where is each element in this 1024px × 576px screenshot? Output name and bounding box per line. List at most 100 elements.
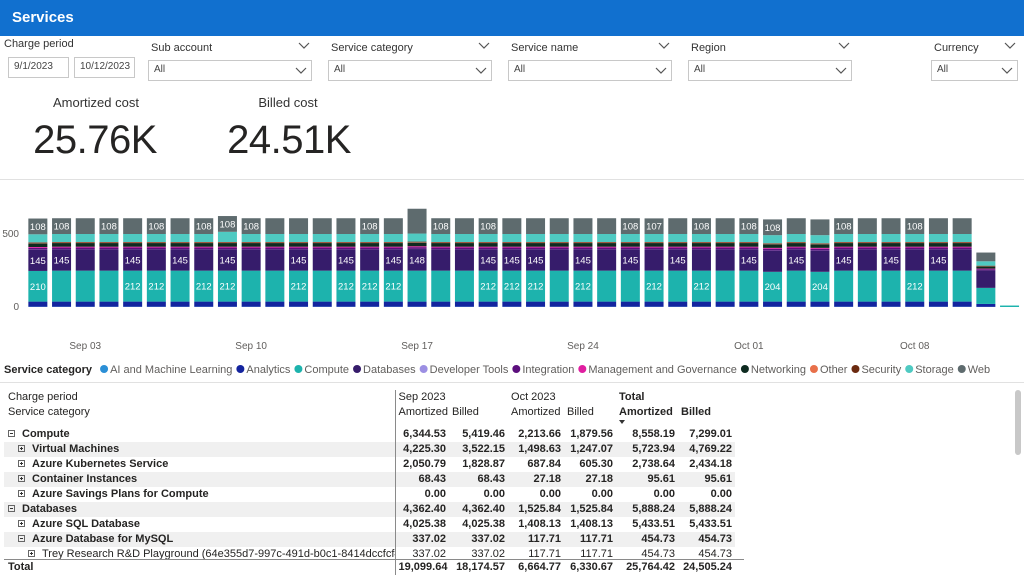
total-value: 6,664.77 bbox=[508, 560, 564, 575]
bar-segment bbox=[52, 271, 71, 302]
expand-toggle[interactable] bbox=[18, 475, 25, 482]
page-title: Services bbox=[12, 9, 74, 26]
expand-toggle[interactable] bbox=[8, 505, 15, 512]
legend-title: Service category bbox=[4, 364, 93, 376]
expand-toggle[interactable] bbox=[18, 460, 25, 467]
bar-segment bbox=[218, 248, 237, 250]
cell-value: 1,828.87 bbox=[449, 457, 508, 472]
dropdown[interactable]: All bbox=[508, 60, 672, 81]
dropdown[interactable]: All bbox=[688, 60, 852, 81]
data-label: 145 bbox=[622, 256, 638, 267]
row-header: Virtual Machines bbox=[4, 442, 395, 457]
bar-segment bbox=[502, 243, 521, 247]
bar-segment bbox=[858, 234, 877, 242]
date-input[interactable]: 10/12/2023 bbox=[74, 57, 135, 78]
bar-segment bbox=[76, 247, 95, 248]
bar-segment bbox=[289, 302, 308, 307]
bar-segment bbox=[858, 248, 877, 250]
data-label: 145 bbox=[172, 256, 188, 267]
bar-segment bbox=[573, 234, 592, 242]
bar-segment bbox=[787, 302, 806, 307]
bar-segment bbox=[526, 247, 545, 248]
data-label: 212 bbox=[385, 282, 401, 293]
matrix-row: Azure Kubernetes Service2,050.791,828.87… bbox=[4, 457, 735, 472]
expand-toggle[interactable] bbox=[28, 550, 35, 557]
bar-segment bbox=[716, 247, 735, 248]
chevron bbox=[1002, 68, 1012, 73]
measure-header: Amortized bbox=[616, 405, 678, 427]
bar-segment bbox=[218, 242, 237, 243]
bar-segment bbox=[194, 234, 213, 242]
row-header: Azure SQL Database bbox=[4, 517, 395, 532]
data-label: 108 bbox=[622, 222, 638, 233]
legend-marker bbox=[236, 365, 244, 373]
bar-segment bbox=[360, 249, 379, 270]
expand-toggle[interactable] bbox=[18, 535, 25, 542]
bar-segment bbox=[550, 302, 569, 307]
cell-value: 0.00 bbox=[564, 487, 616, 502]
bar-segment bbox=[479, 247, 498, 248]
bar-segment bbox=[171, 243, 190, 247]
chevron bbox=[1005, 43, 1015, 48]
bar-segment bbox=[621, 242, 640, 243]
data-label: 212 bbox=[575, 282, 591, 293]
matrix-row: Container Instances68.4368.4327.1827.189… bbox=[4, 472, 735, 487]
bar-segment bbox=[716, 242, 735, 243]
expand-toggle[interactable] bbox=[18, 445, 25, 452]
dropdown-value: All bbox=[694, 64, 705, 75]
bar-segment bbox=[976, 269, 995, 270]
bar-segment bbox=[171, 302, 190, 307]
bar-segment bbox=[502, 247, 521, 248]
cell-value: 27.18 bbox=[508, 472, 564, 487]
legend-marker bbox=[353, 365, 361, 373]
bar-segment bbox=[621, 243, 640, 247]
data-label: 212 bbox=[196, 282, 212, 293]
bar-segment bbox=[384, 234, 403, 242]
expand-toggle[interactable] bbox=[18, 490, 25, 497]
bar-segment bbox=[810, 249, 829, 251]
bar-segment bbox=[455, 249, 474, 270]
bar-segment bbox=[408, 302, 427, 307]
bar-segment bbox=[123, 248, 142, 250]
bar-segment bbox=[431, 249, 450, 270]
bar-segment bbox=[976, 304, 995, 307]
bar-segment bbox=[621, 271, 640, 302]
bar-segment bbox=[123, 234, 142, 242]
bar-segment bbox=[858, 249, 877, 270]
bar-segment bbox=[621, 247, 640, 248]
date-input[interactable]: 9/1/2023 bbox=[8, 57, 69, 78]
data-label: 145 bbox=[528, 256, 544, 267]
bar-segment bbox=[431, 234, 450, 242]
corner-header: Charge period bbox=[4, 390, 395, 405]
scrollbar[interactable] bbox=[1015, 390, 1021, 455]
bar-segment bbox=[573, 247, 592, 248]
bar-segment bbox=[787, 243, 806, 247]
expand-toggle[interactable] bbox=[8, 430, 15, 437]
bar-segment bbox=[265, 243, 284, 247]
bar-segment bbox=[52, 247, 71, 248]
cell-value: 0.00 bbox=[678, 487, 735, 502]
bar-segment bbox=[739, 271, 758, 302]
dropdown[interactable]: All bbox=[328, 60, 492, 81]
bar-segment bbox=[953, 243, 972, 247]
legend-label: Developer Tools bbox=[430, 364, 509, 376]
bar-segment bbox=[810, 302, 829, 307]
data-label: 210 bbox=[30, 282, 46, 293]
bar-segment bbox=[384, 242, 403, 243]
sort-indicator[interactable] bbox=[619, 420, 625, 424]
bar-segment bbox=[526, 242, 545, 243]
bar-segment bbox=[76, 271, 95, 302]
bar-segment bbox=[810, 251, 829, 272]
expand-toggle[interactable] bbox=[18, 520, 25, 527]
cell-value: 4,025.38 bbox=[395, 517, 449, 532]
chevron bbox=[839, 43, 849, 48]
cell-value: 68.43 bbox=[449, 472, 508, 487]
dropdown[interactable]: All bbox=[931, 60, 1018, 81]
period-header: Total bbox=[616, 390, 735, 405]
bar-segment bbox=[573, 302, 592, 307]
bar-segment bbox=[28, 242, 47, 243]
dropdown[interactable]: All bbox=[148, 60, 312, 81]
bar-segment bbox=[597, 249, 616, 270]
chevron bbox=[836, 68, 846, 73]
bar-segment bbox=[99, 243, 118, 247]
